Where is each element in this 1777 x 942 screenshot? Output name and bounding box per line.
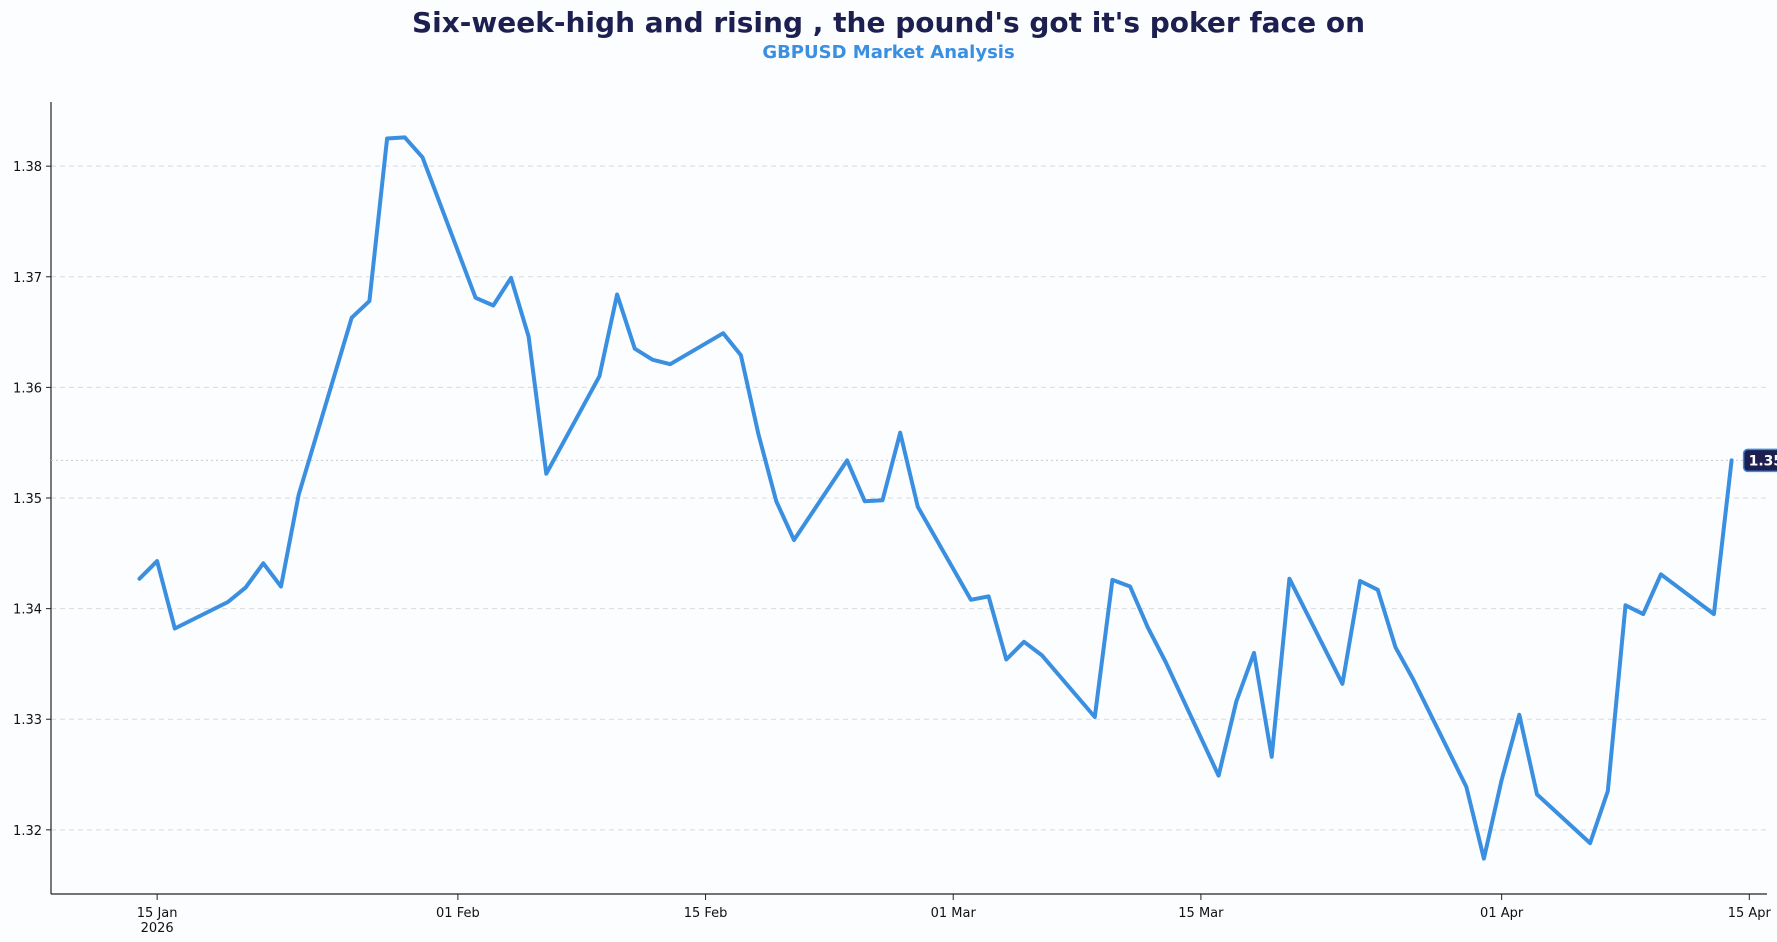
y-axis-ticks: 1.32 1.33 1.34 1.35 1.36 1.37 1.38 [13,160,51,839]
series-group [137,135,1734,861]
x-tick-label: 01 Feb [436,906,480,921]
chart-subtitle: GBPUSD Market Analysis [762,42,1015,63]
chart-title: Six-week-high and rising , the pound's g… [411,6,1366,39]
last-value-badge-group: 1.3534 [1742,448,1777,473]
grid-lines [51,165,1767,831]
y-tick-label: 1.37 [13,271,42,286]
y-tick-label: 1.36 [13,381,42,396]
y-tick-label: 1.34 [13,603,42,618]
y-tick-label: 1.35 [13,492,42,507]
x-tick-label: 15 Feb [684,906,728,921]
last-value-label: 1.3534 [1749,453,1777,469]
x-tick-label: 15 Apr [1728,906,1772,921]
x-tick-label: 15 Jan [137,906,178,921]
series-line [137,135,1734,861]
last-value-badge [1742,448,1777,473]
x-tick-sublabel: 2026 [141,921,174,936]
x-tick-label: 15 Mar [1178,906,1224,921]
y-tick-label: 1.33 [13,713,42,728]
x-tick-label: 01 Apr [1480,906,1524,921]
x-tick-label: 01 Mar [931,906,977,921]
y-tick-label: 1.38 [13,160,42,175]
y-tick-label: 1.32 [13,824,42,839]
